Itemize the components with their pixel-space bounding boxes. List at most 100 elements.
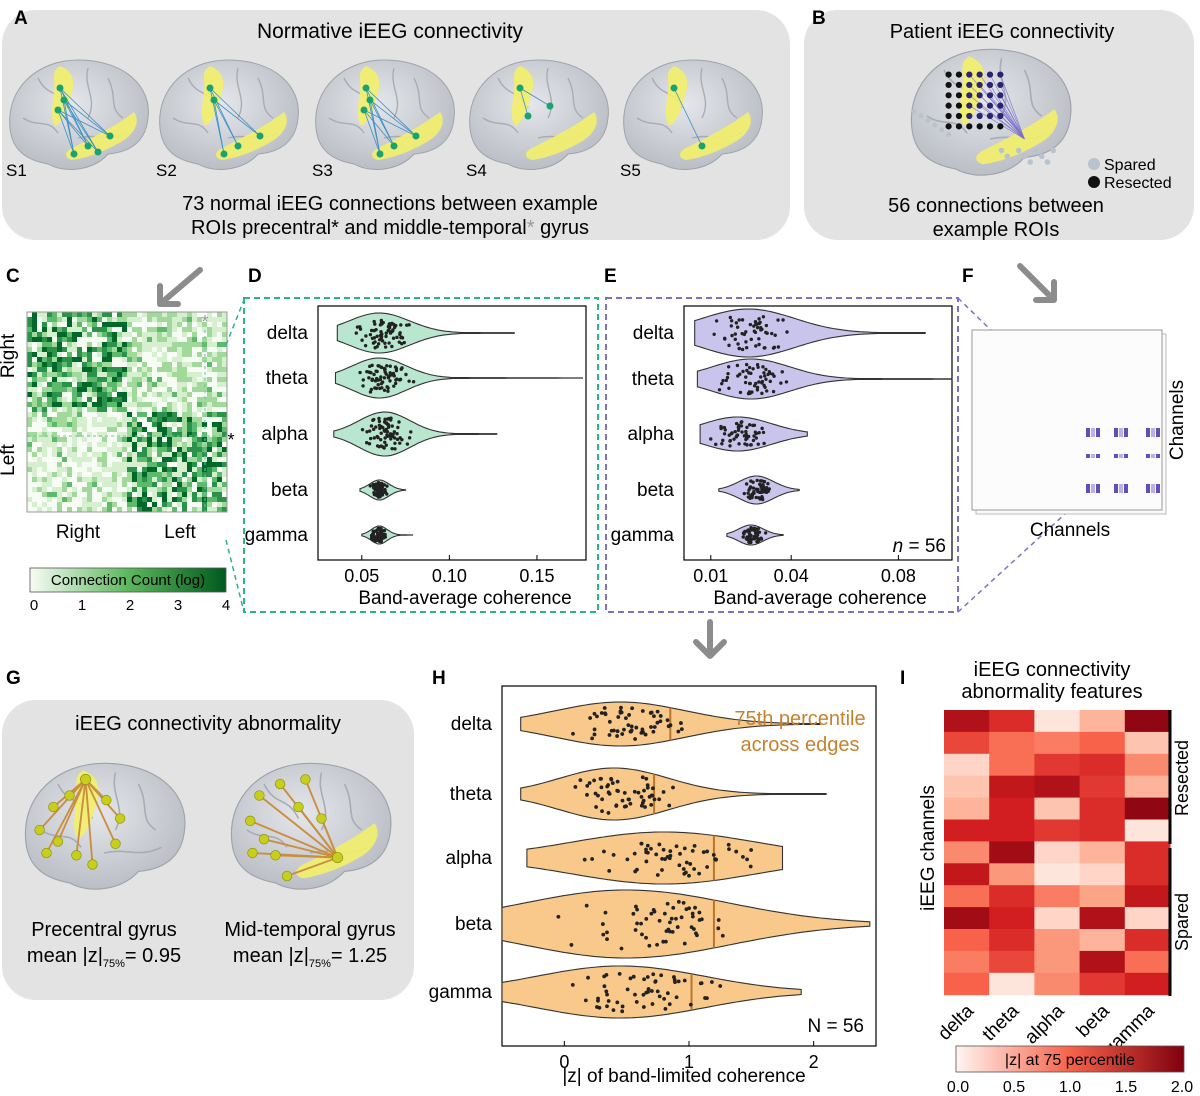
matrix-cell (157, 477, 162, 482)
data-point (618, 710, 623, 715)
spared-electrode (1004, 153, 1011, 160)
data-point (382, 388, 387, 392)
plot-frame (683, 305, 953, 561)
matrix-cell (82, 447, 87, 452)
matrix-cell (202, 357, 207, 362)
panel-e-letter: E (604, 266, 617, 287)
matrix-cell (197, 412, 202, 417)
matrix-cell (162, 382, 167, 387)
matrix-cell (97, 372, 102, 377)
matrix-cell (112, 472, 117, 477)
matrix-cell (212, 477, 217, 482)
data-point (605, 1004, 609, 1009)
matrix-cell (147, 452, 152, 457)
matrix-cell (192, 502, 197, 507)
matrix-cell (72, 317, 77, 322)
matrix-cell (167, 507, 172, 512)
data-point (609, 777, 614, 782)
matrix-cell (157, 402, 162, 407)
matrix-cell (212, 432, 217, 437)
heatmap-cell (1124, 841, 1171, 864)
data-point (374, 379, 378, 383)
matrix-cell (197, 337, 202, 342)
matrix-cell (152, 322, 157, 327)
heatmap-cell (944, 710, 990, 733)
matrix-cell (72, 432, 77, 437)
matrix-cell (137, 497, 142, 502)
matrix-cell (67, 367, 72, 372)
data-point (393, 381, 398, 386)
data-point (376, 480, 381, 485)
resected-electrode (966, 81, 973, 89)
resected-electrode (976, 92, 983, 99)
matrix-cell (112, 442, 117, 447)
data-point (657, 842, 662, 847)
matrix-cell (202, 452, 207, 457)
data-point (752, 384, 757, 388)
matrix-cell (122, 392, 127, 397)
matrix-cell (77, 432, 82, 437)
matrix-cell (97, 367, 102, 372)
matrix-cell (222, 487, 227, 492)
violin-alpha (699, 416, 808, 452)
heatmap-colorbar-tick: 0.0 (947, 1079, 969, 1096)
data-point (678, 851, 682, 856)
data-point (690, 914, 695, 919)
matrix-cell (32, 467, 37, 472)
matrix-cell (162, 452, 167, 457)
resected-electrode (986, 71, 994, 78)
matrix-cell (42, 367, 47, 372)
data-point (746, 537, 751, 541)
matrix-x-label-left: Left (164, 522, 196, 543)
matrix-cell (77, 492, 82, 497)
data-point (756, 527, 760, 531)
matrix-cell (47, 467, 52, 472)
subject-label-S1: S1 (6, 161, 27, 180)
matrix-cell (217, 322, 222, 327)
data-point (603, 910, 608, 915)
matrix-cell (62, 507, 67, 512)
matrix-cell (132, 457, 137, 462)
matrix-cell (47, 362, 52, 367)
data-point (373, 322, 377, 326)
data-point (372, 319, 376, 324)
matrix-cell (187, 492, 192, 497)
matrix-cell (77, 487, 82, 492)
data-point (360, 427, 365, 432)
matrix-cell (102, 337, 107, 342)
matrix-cell (202, 507, 207, 512)
matrix-cell (142, 382, 147, 387)
matrix-cell (127, 442, 132, 447)
matrix-cell (197, 422, 202, 427)
matrix-cell (42, 357, 47, 362)
data-point (384, 331, 388, 335)
data-point (661, 939, 666, 944)
matrix-cell (182, 482, 187, 487)
matrix-cell (142, 452, 147, 457)
matrix-cell (72, 507, 77, 512)
matrix-cell (112, 392, 117, 397)
electrode-dot (362, 84, 370, 92)
matrix-cell (127, 437, 132, 442)
data-point (697, 918, 702, 922)
matrix-cell (122, 327, 127, 332)
matrix-cell (202, 367, 207, 372)
matrix-cell (97, 447, 102, 452)
matrix-cell (72, 337, 77, 342)
matrix-cell (162, 457, 167, 462)
abnormality-edge (84, 779, 94, 865)
matrix-cell (52, 442, 57, 447)
matrix-cell (192, 437, 197, 442)
matrix-cell (112, 402, 117, 407)
matrix-cell (172, 332, 177, 337)
channel-block (1124, 454, 1128, 458)
matrix-cell (182, 427, 187, 432)
matrix-cell (92, 382, 97, 387)
patient-connection (969, 95, 1025, 140)
data-point (744, 429, 748, 434)
matrix-cell (92, 347, 97, 352)
data-point (651, 786, 655, 791)
data-point (624, 716, 628, 720)
matrix-cell (67, 342, 72, 347)
